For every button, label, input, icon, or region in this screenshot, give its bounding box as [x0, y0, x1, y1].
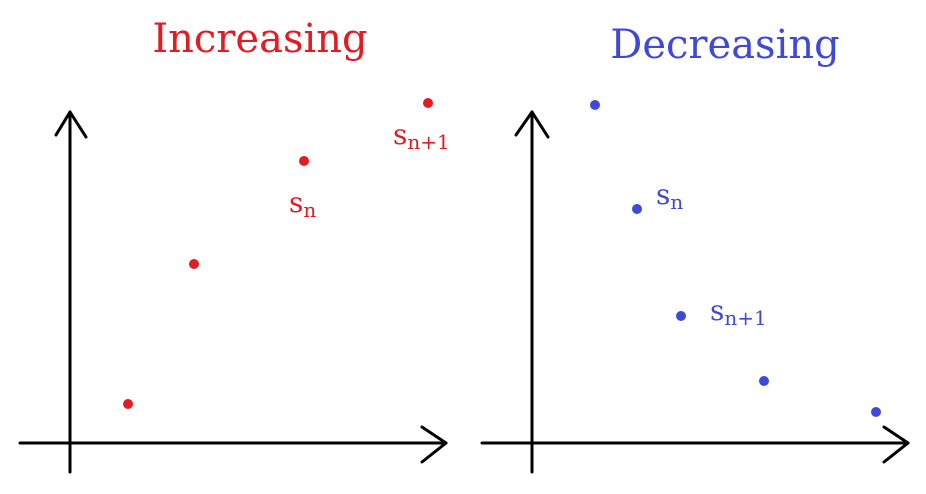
increasing-point-sn1 — [423, 98, 433, 108]
decreasing-label-sn: sn — [656, 178, 683, 214]
increasing-label-sn-sub: n — [303, 198, 316, 222]
decreasing-point — [871, 407, 881, 417]
decreasing-label-sn1-base: s — [710, 294, 724, 327]
decreasing-points — [590, 100, 881, 417]
decreasing-point-sn1 — [676, 311, 686, 321]
decreasing-point-sn — [632, 204, 642, 214]
increasing-point — [123, 399, 133, 409]
decreasing-x-arrowhead — [882, 425, 910, 464]
decreasing-title: Decreasing — [610, 22, 839, 68]
increasing-title: Increasing — [152, 16, 367, 62]
decreasing-y-arrowhead — [514, 110, 550, 139]
increasing-x-arrowhead — [420, 425, 448, 464]
increasing-points — [123, 98, 433, 409]
decreasing-label-sn-base: s — [656, 178, 670, 211]
increasing-y-arrowhead — [54, 110, 88, 139]
decreasing-label-sn1-sub: n+1 — [724, 306, 766, 330]
increasing-label-sn1-sub: n+1 — [407, 130, 449, 154]
decreasing-axes — [480, 110, 910, 474]
decreasing-point — [759, 376, 769, 386]
increasing-point — [189, 259, 199, 269]
increasing-label-sn-base: s — [289, 186, 303, 219]
increasing-label-sn1-base: s — [393, 118, 407, 151]
increasing-label-sn1: sn+1 — [393, 118, 450, 154]
increasing-axes — [18, 110, 448, 474]
increasing-point-sn — [299, 156, 309, 166]
increasing-label-sn: sn — [289, 186, 316, 222]
decreasing-point — [590, 100, 600, 110]
decreasing-label-sn-sub: n — [670, 190, 683, 214]
decreasing-label-sn1: sn+1 — [710, 294, 767, 330]
